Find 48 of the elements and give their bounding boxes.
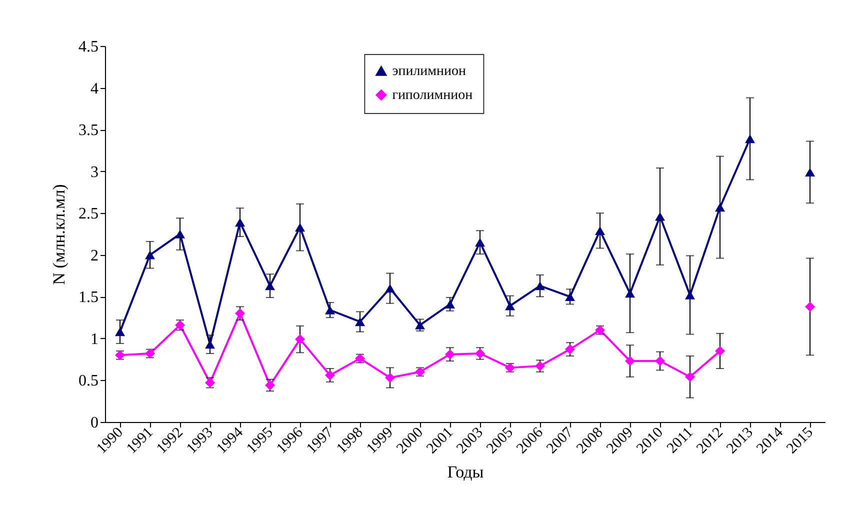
y-tick-label: 0.5 [78,372,98,390]
point [505,302,515,310]
point [265,281,275,290]
x-tick-label: 2011 [664,424,696,457]
point [745,134,755,144]
legend-label: гиполимнион [392,88,474,103]
point [715,202,725,212]
point [205,340,215,349]
x-axis-title: Годы [447,462,484,482]
point [175,230,185,238]
y-tick-label: 1 [90,330,98,348]
point [445,300,455,309]
point [115,327,125,336]
point [655,356,665,366]
y-tick-label: 4.5 [78,38,98,56]
y-tick-label: 2 [90,247,98,264]
point [565,292,575,301]
legend-label: эпилимнион [392,64,467,79]
point [385,284,395,293]
point [625,288,635,298]
point [415,320,425,330]
point [325,306,335,314]
point [805,168,815,176]
point [145,250,155,260]
point [355,317,365,326]
point [595,226,605,235]
point [655,212,665,221]
point [235,308,245,318]
point [535,281,545,290]
y-tick-label: 0 [90,414,98,432]
point [805,302,815,312]
y-axis-title: N (млн.кл.мл) [50,184,68,285]
y-tick-label: 4 [90,80,98,98]
point [445,349,455,360]
y-tick-label: 3 [90,164,98,181]
point [715,346,725,356]
point [385,372,395,383]
x-tick-label: 1991 [124,424,156,458]
point [685,290,695,300]
y-tick-label: 3.5 [78,122,98,140]
point [625,356,635,366]
point [475,238,485,247]
point [235,218,245,227]
point [295,222,305,232]
point [685,372,695,382]
y-tick-label: 1.5 [78,289,98,306]
point [295,334,305,344]
y-tick-label: 2.5 [78,206,98,223]
